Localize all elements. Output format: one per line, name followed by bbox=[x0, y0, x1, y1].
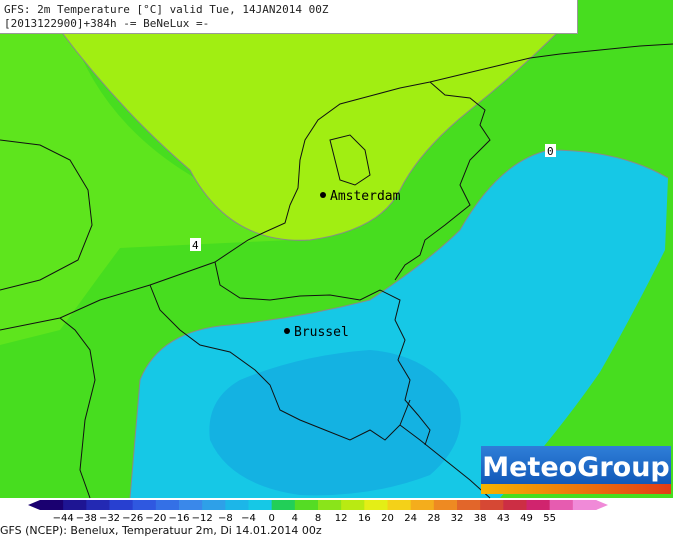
contour-4 bbox=[59, 29, 561, 241]
luxembourg-border bbox=[399, 424, 491, 499]
logo-text: MeteoGroup bbox=[482, 452, 670, 483]
france-coast bbox=[59, 317, 96, 499]
cold-core bbox=[209, 350, 461, 496]
scale-swatch bbox=[63, 500, 87, 510]
scale-tick-label: 0 bbox=[268, 513, 274, 524]
scale-swatch bbox=[248, 500, 273, 510]
color-scale-ticks: −44 −38 −32 −26 −20 −16 −12 −8 −4 0 4 8 12 16 20 24 28 32… bbox=[53, 513, 556, 524]
scale-tick-label: −20 bbox=[145, 513, 166, 524]
scale-tick-label: 8 bbox=[315, 513, 321, 524]
scale-tick-label: 4 bbox=[292, 513, 298, 524]
scale-tick-label: −26 bbox=[122, 513, 143, 524]
scale-swatch bbox=[179, 500, 203, 510]
scale-swatch bbox=[225, 500, 249, 510]
scale-arrow-left bbox=[28, 500, 40, 510]
scale-swatch bbox=[341, 500, 365, 510]
scale-swatch bbox=[457, 500, 481, 510]
scale-swatch bbox=[433, 500, 458, 510]
england-coast bbox=[0, 139, 93, 291]
scale-tick-label: 43 bbox=[497, 513, 510, 524]
scale-swatch bbox=[503, 500, 527, 510]
scale-swatch bbox=[526, 500, 551, 510]
scale-swatch bbox=[572, 500, 597, 510]
city-marker-amsterdam bbox=[320, 192, 326, 198]
meteogroup-logo: MeteoGroup bbox=[481, 446, 671, 494]
scale-swatch bbox=[86, 500, 110, 510]
city-label-brussel: Brussel bbox=[294, 325, 349, 340]
city-marker-brussel bbox=[284, 328, 290, 334]
contour-label-0: 0 bbox=[547, 145, 554, 158]
contour-label-4: 4 bbox=[192, 239, 199, 252]
scale-tick-label: −44 bbox=[53, 513, 74, 524]
contour-label-4-box bbox=[190, 238, 201, 251]
belgium-border-north-east bbox=[214, 261, 431, 446]
scale-swatch bbox=[387, 500, 412, 510]
map-caption: GFS (NCEP): Benelux, Temperatuur 2m, Di … bbox=[0, 524, 322, 537]
scale-swatch bbox=[155, 500, 180, 510]
header-title-line: GFS: 2m Temperature [°C] valid Tue, 14JA… bbox=[4, 3, 329, 16]
scale-tick-label: −32 bbox=[99, 513, 120, 524]
scale-swatch bbox=[294, 500, 319, 510]
scale-swatch bbox=[549, 500, 574, 510]
city-label-amsterdam: Amsterdam bbox=[330, 189, 401, 204]
scale-tick-label: 24 bbox=[404, 513, 417, 524]
scale-tick-label: −38 bbox=[76, 513, 97, 524]
scale-swatch bbox=[109, 500, 134, 510]
scale-tick-label: 49 bbox=[520, 513, 533, 524]
scale-tick-label: 16 bbox=[358, 513, 371, 524]
scale-swatch bbox=[410, 500, 435, 510]
scale-tick-label: 28 bbox=[427, 513, 440, 524]
scale-tick-label: −8 bbox=[218, 513, 233, 524]
scale-swatch bbox=[132, 500, 157, 510]
scale-swatch bbox=[364, 500, 388, 510]
field-light-west bbox=[0, 28, 290, 345]
scale-tick-label: −4 bbox=[241, 513, 256, 524]
scale-swatch bbox=[318, 500, 342, 510]
scale-tick-label: 20 bbox=[381, 513, 394, 524]
scale-tick-label: 12 bbox=[335, 513, 348, 524]
scale-swatch bbox=[40, 500, 64, 510]
scale-tick-label: −12 bbox=[192, 513, 213, 524]
scale-tick-label: 55 bbox=[543, 513, 556, 524]
scale-tick-label: −16 bbox=[168, 513, 189, 524]
logo-arc bbox=[481, 484, 671, 494]
scale-tick-label: 38 bbox=[474, 513, 487, 524]
header-run-line: [2013122900]+384h -= BeNeLux =- bbox=[4, 17, 210, 30]
forecast-header: GFS: 2m Temperature [°C] valid Tue, 14JA… bbox=[0, 0, 578, 34]
color-scale-bar bbox=[28, 500, 608, 510]
scale-swatch bbox=[202, 500, 226, 510]
contour-label-0-box bbox=[545, 144, 556, 157]
ijsselmeer bbox=[329, 134, 371, 186]
scale-swatch bbox=[480, 500, 504, 510]
netherlands-germany-border bbox=[394, 81, 491, 281]
contour-0 bbox=[129, 149, 669, 499]
scale-tick-label: 32 bbox=[451, 513, 464, 524]
scale-arrow-right bbox=[596, 500, 608, 510]
scale-swatch bbox=[271, 500, 296, 510]
belgium-france-border bbox=[149, 284, 411, 441]
warm-field-4plus bbox=[60, 30, 560, 241]
